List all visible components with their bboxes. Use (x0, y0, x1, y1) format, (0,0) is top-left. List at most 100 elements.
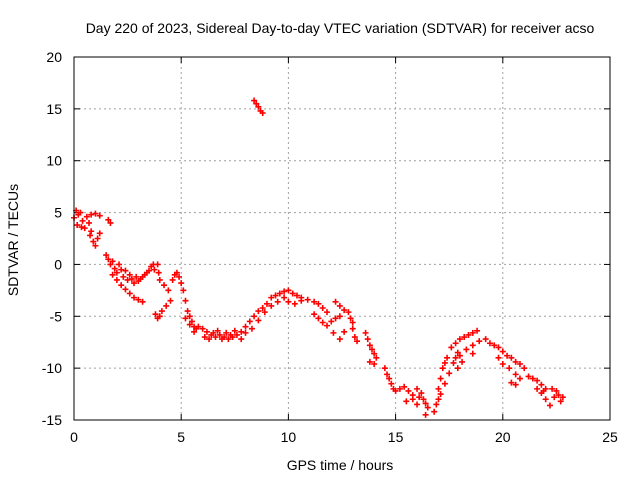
data-point (199, 325, 206, 332)
x-tick-label: 10 (281, 429, 297, 445)
data-point (238, 328, 245, 335)
x-axis-label: GPS time / hours (287, 457, 394, 473)
y-tick-label: -10 (42, 360, 62, 376)
data-point (272, 292, 279, 299)
data-point (420, 396, 427, 403)
data-point (281, 294, 288, 301)
data-point (242, 323, 249, 330)
data-point (448, 344, 455, 351)
data-point (482, 336, 489, 343)
data-point (469, 342, 476, 349)
data-point (555, 392, 562, 399)
data-point (233, 331, 240, 338)
data-point (414, 401, 421, 408)
data-point (216, 331, 223, 338)
data-point (349, 325, 356, 332)
data-point (113, 269, 120, 276)
data-point (521, 365, 528, 372)
data-point (371, 360, 378, 367)
data-point (96, 230, 103, 237)
data-point (163, 302, 170, 309)
x-tick-label: 15 (388, 429, 404, 445)
data-point (103, 252, 110, 259)
data-point (551, 394, 558, 401)
data-point (96, 212, 103, 219)
data-point (336, 336, 343, 343)
data-point (396, 385, 403, 392)
data-point (223, 329, 230, 336)
data-point (113, 276, 120, 283)
data-point (366, 358, 373, 365)
data-point (151, 266, 158, 273)
data-point (88, 211, 95, 218)
data-point (516, 375, 523, 382)
plot-frame (73, 56, 611, 421)
data-point (180, 287, 187, 294)
data-point (206, 336, 213, 343)
data-point (371, 350, 378, 357)
data-point (231, 327, 238, 334)
data-point (336, 302, 343, 309)
data-point (454, 349, 461, 356)
data-point (461, 334, 468, 341)
data-point (549, 385, 556, 392)
data-point (74, 222, 81, 229)
data-point (255, 317, 262, 324)
data-point (422, 411, 429, 418)
data-point (386, 375, 393, 382)
data-point (268, 302, 275, 309)
data-point (186, 321, 193, 328)
data-point (332, 315, 339, 322)
data-point (86, 219, 93, 226)
data-point (291, 300, 298, 307)
data-point (214, 327, 221, 334)
data-point (203, 328, 210, 335)
data-point (330, 329, 337, 336)
data-point (465, 331, 472, 338)
data-point (495, 344, 502, 351)
data-point (381, 365, 388, 372)
data-point (122, 267, 129, 274)
data-point (169, 276, 176, 283)
data-point (525, 373, 532, 380)
data-point (491, 342, 498, 349)
data-point (439, 365, 446, 372)
data-point (161, 282, 168, 289)
data-point (409, 396, 416, 403)
data-point (90, 238, 97, 245)
data-point (463, 346, 470, 353)
x-tick-label: 20 (495, 429, 511, 445)
data-point (248, 325, 255, 332)
data-point (349, 319, 356, 326)
data-point (176, 273, 183, 280)
data-point (341, 328, 348, 335)
data-point (405, 387, 412, 394)
data-point (92, 210, 99, 217)
data-point (452, 354, 459, 361)
data-point (128, 275, 135, 282)
data-point (135, 296, 142, 303)
data-point (88, 228, 95, 235)
data-point (422, 400, 429, 407)
data-point (246, 318, 253, 325)
data-point (336, 313, 343, 320)
grid (74, 57, 610, 420)
data-point (195, 323, 202, 330)
data-point (315, 315, 322, 322)
data-point (534, 385, 541, 392)
data-point (512, 371, 519, 378)
axis-ticks (73, 56, 611, 421)
data-point (298, 297, 305, 304)
data-point (459, 358, 466, 365)
data-point (431, 408, 438, 415)
data-point (499, 348, 506, 355)
data-point (107, 219, 114, 226)
data-point (251, 313, 258, 320)
data-point (538, 381, 545, 388)
data-point (354, 338, 361, 345)
y-tick-label: 20 (46, 49, 62, 65)
data-point (384, 371, 391, 378)
data-point (437, 375, 444, 382)
data-point (255, 103, 262, 110)
data-point (456, 336, 463, 343)
